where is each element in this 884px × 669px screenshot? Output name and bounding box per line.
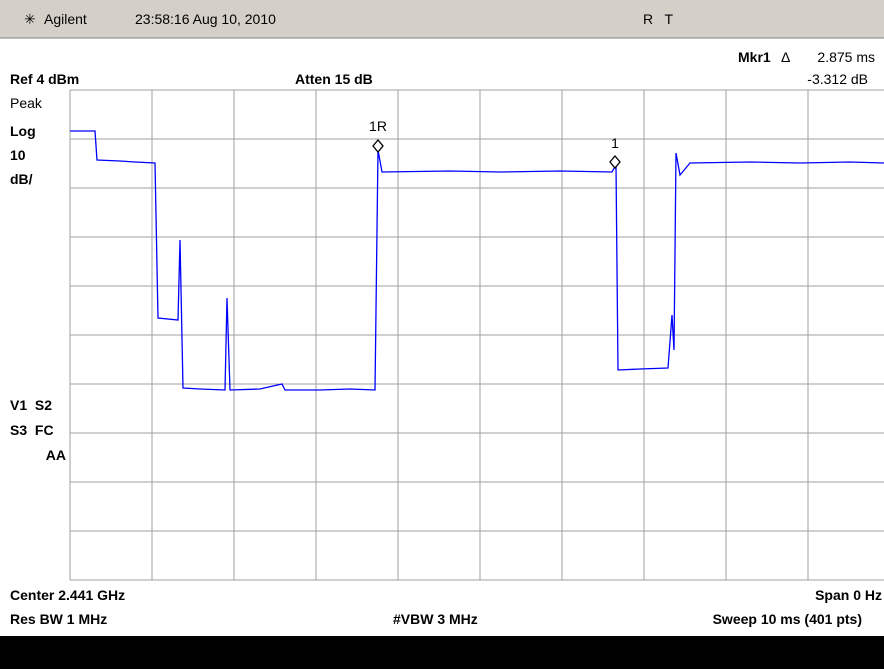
marker: [609, 154, 621, 170]
scale-value: 10: [10, 147, 26, 163]
span: Span 0 Hz: [815, 587, 882, 603]
detector: Peak: [10, 95, 43, 111]
marker-level: -3.312 dB: [807, 71, 868, 87]
side-status: V1 S2: [10, 397, 52, 413]
rbw: Res BW 1 MHz: [10, 611, 107, 627]
scale-type: Log: [10, 123, 36, 139]
sweep: Sweep 10 ms (401 pts): [713, 611, 862, 627]
ref-marker: [372, 138, 384, 154]
marker-name: Mkr1: [738, 49, 771, 65]
ref-marker-label: 1R: [369, 118, 387, 134]
marker-time: 2.875 ms: [817, 49, 875, 65]
status: R T: [643, 11, 674, 27]
brand: Agilent: [44, 11, 87, 27]
timestamp: 23:58:16 Aug 10, 2010: [135, 11, 276, 27]
vbw: #VBW 3 MHz: [393, 611, 478, 627]
marker-label: 1: [611, 135, 619, 151]
grid: [69, 89, 884, 581]
scale-unit: dB/: [10, 171, 33, 187]
ref-level: Ref 4 dBm: [10, 71, 79, 87]
center-freq: Center 2.441 GHz: [10, 587, 125, 603]
brand-icon: ✳: [24, 11, 36, 27]
side-status: AA: [46, 447, 66, 463]
marker-delta: Δ: [781, 49, 790, 65]
side-status: S3 FC: [10, 422, 54, 438]
title-bar: [0, 0, 884, 38]
trace: [70, 130, 884, 391]
attenuation: Atten 15 dB: [295, 71, 373, 87]
command-bar: [0, 636, 884, 669]
